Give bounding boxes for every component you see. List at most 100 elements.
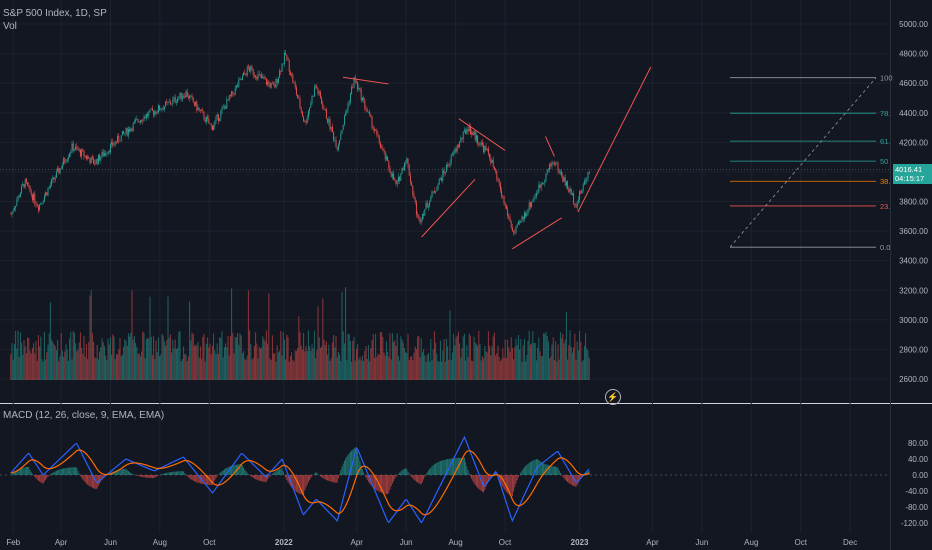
candle-body <box>193 102 195 106</box>
volume-bar <box>431 360 433 380</box>
volume-bar <box>204 361 206 380</box>
candle-body <box>478 143 480 145</box>
volume-bar <box>120 356 122 380</box>
macd-histogram-bar <box>471 475 473 479</box>
volume-bar <box>28 338 30 380</box>
candle-body <box>13 208 15 211</box>
macd-histogram-bar <box>191 475 193 480</box>
candle-body <box>301 111 303 117</box>
volume-bar <box>323 339 325 380</box>
candle-body <box>316 85 318 89</box>
candle-body <box>275 79 277 88</box>
price-tick-label: 4800.00 <box>899 50 928 59</box>
volume-bar <box>391 333 393 380</box>
candle-body <box>511 227 513 232</box>
volume-bar <box>88 342 90 380</box>
macd-histogram-bar <box>99 475 101 484</box>
macd-histogram-bar <box>57 470 59 475</box>
candle-body <box>372 128 374 129</box>
candle-body <box>580 191 582 194</box>
macd-histogram-bar <box>101 475 103 481</box>
macd-histogram-bar <box>151 475 153 479</box>
macd-histogram-bar <box>547 465 549 475</box>
candle-body <box>251 66 253 69</box>
volume-bar <box>172 339 174 380</box>
candle-body <box>472 132 474 136</box>
candle-body <box>286 54 288 58</box>
volume-bar <box>394 340 396 380</box>
candle-body <box>579 191 581 200</box>
volume-bar <box>353 336 355 380</box>
macd-histogram-bar <box>538 460 540 475</box>
volume-bar <box>478 330 480 380</box>
macd-histogram-bar <box>539 461 541 475</box>
candle-body <box>148 112 150 117</box>
candle-body <box>532 200 534 202</box>
macd-histogram-bar <box>509 475 511 496</box>
macd-histogram-bar <box>484 475 486 491</box>
macd-histogram-bar <box>300 475 302 495</box>
macd-histogram-bar <box>29 469 31 475</box>
candle-body <box>303 116 305 122</box>
volume-bar <box>317 306 319 380</box>
volume-bar <box>208 347 210 380</box>
candle-body <box>87 157 89 159</box>
candle-body <box>216 114 218 117</box>
volume-bar <box>64 351 66 380</box>
macd-histogram-bar <box>508 475 510 495</box>
candle-body <box>335 139 337 148</box>
volume-bar <box>552 337 554 380</box>
macd-histogram-bar <box>442 460 444 475</box>
volume-bar <box>173 348 175 380</box>
candle-body <box>417 214 419 216</box>
volume-bar <box>255 332 257 380</box>
candle-body <box>371 116 373 129</box>
macd-histogram-bar <box>269 475 271 477</box>
volume-bar <box>17 330 19 380</box>
candle-body <box>505 205 507 210</box>
lightning-icon[interactable]: ⚡ <box>605 389 621 405</box>
volume-bar <box>295 350 297 380</box>
volume-bar <box>441 361 443 380</box>
volume-bar <box>79 332 81 380</box>
volume-bar <box>497 345 499 380</box>
volume-bar <box>136 346 138 380</box>
macd-histogram-bar <box>461 457 463 475</box>
macd-histogram-bar <box>127 471 129 475</box>
volume-bar <box>393 342 395 380</box>
candle-body <box>73 149 75 151</box>
volume-bar <box>329 360 331 380</box>
candle-body <box>262 76 264 79</box>
volume-bar <box>465 360 467 380</box>
volume-bar <box>510 337 512 380</box>
volume-bar <box>33 343 35 380</box>
volume-bar <box>438 361 440 380</box>
macd-histogram-bar <box>321 475 323 478</box>
candle-body <box>513 231 515 233</box>
volume-bar <box>214 350 216 380</box>
candle-body <box>234 87 236 95</box>
candle-body <box>132 122 134 131</box>
volume-bar <box>543 333 545 380</box>
candle-body <box>436 189 438 192</box>
volume-bar <box>210 354 212 380</box>
volume-bar <box>321 346 323 380</box>
volume-bar <box>544 333 546 380</box>
fib-level-label: 100 <box>880 74 893 83</box>
macd-histogram-bar <box>433 464 435 475</box>
volume-bar <box>424 355 426 380</box>
volume-bar <box>361 355 363 380</box>
volume-bar <box>375 333 377 380</box>
volume-bar <box>364 350 366 380</box>
candle-body <box>55 171 57 178</box>
volume-bar <box>198 357 200 380</box>
macd-histogram-bar <box>557 467 559 475</box>
volume-bar <box>124 339 126 380</box>
candle-body <box>255 75 257 78</box>
candle-body <box>547 169 549 171</box>
volume-bar <box>280 331 282 380</box>
volume-bar <box>234 337 236 380</box>
candle-body <box>402 168 404 171</box>
macd-histogram-bar <box>288 475 290 485</box>
